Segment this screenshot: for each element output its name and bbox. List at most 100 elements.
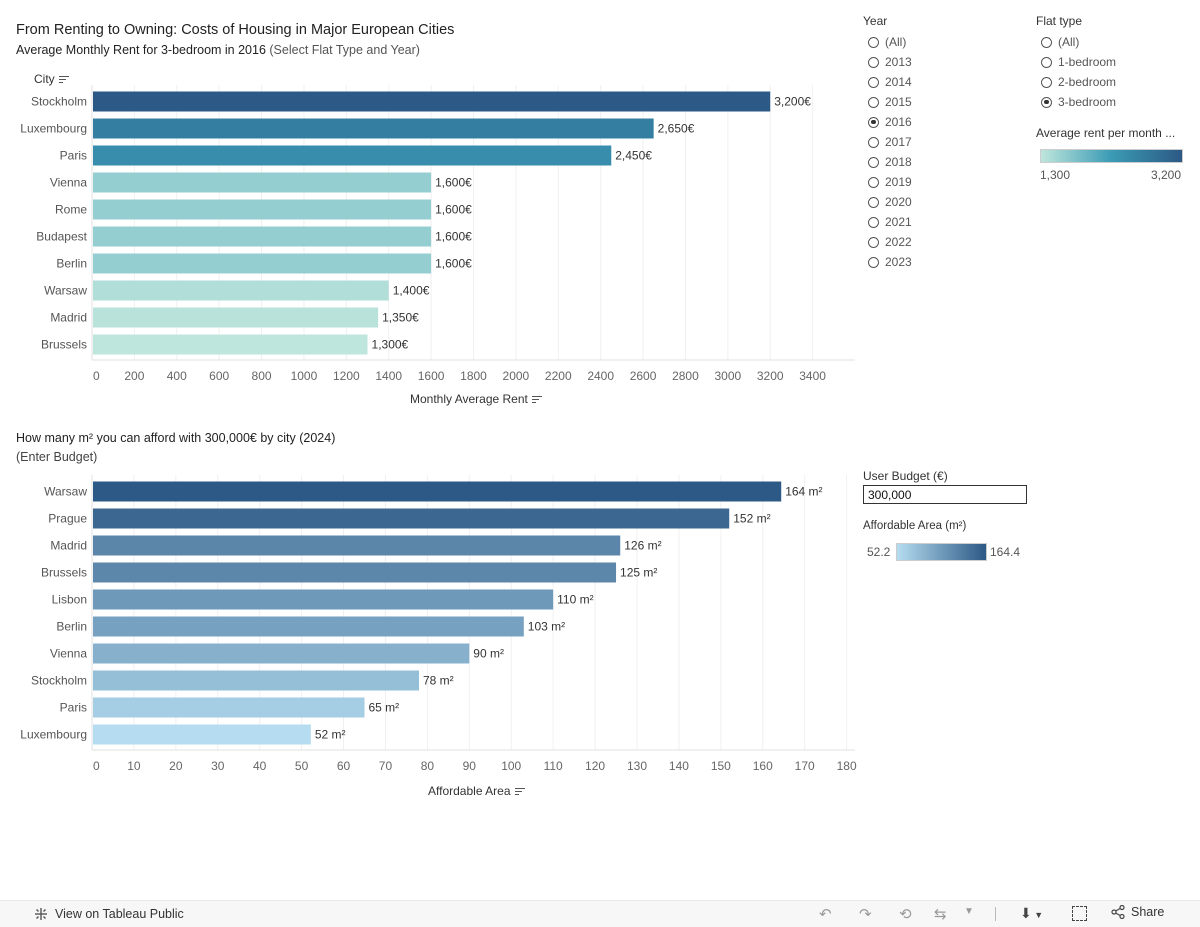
category-label: Rome bbox=[55, 203, 87, 217]
year-option-label: 2013 bbox=[885, 55, 912, 69]
share-button[interactable]: Share bbox=[1111, 905, 1164, 919]
radio-button-icon[interactable] bbox=[868, 36, 879, 48]
bar-luxembourg[interactable] bbox=[93, 724, 311, 745]
bar-warsaw[interactable] bbox=[93, 280, 389, 301]
bar-paris[interactable] bbox=[93, 697, 365, 718]
category-label: Luxembourg bbox=[20, 122, 87, 136]
x-tick-label: 70 bbox=[379, 759, 393, 773]
radio-button-icon[interactable] bbox=[868, 156, 879, 168]
rent-x-axis-title[interactable]: Monthly Average Rent bbox=[410, 392, 542, 406]
year-option[interactable]: 2022 bbox=[868, 232, 912, 252]
year-option[interactable]: 2015 bbox=[868, 92, 912, 112]
radio-button-icon[interactable] bbox=[868, 56, 879, 68]
category-label: Madrid bbox=[50, 539, 87, 553]
bar-rome[interactable] bbox=[93, 199, 432, 220]
revert-icon[interactable]: ⟲ bbox=[899, 906, 912, 923]
bar-prague[interactable] bbox=[93, 508, 730, 529]
year-option[interactable]: 2017 bbox=[868, 132, 912, 152]
bar-vienna[interactable] bbox=[93, 643, 470, 664]
radio-button-icon[interactable] bbox=[868, 256, 879, 268]
undo-icon[interactable]: ↶ bbox=[819, 906, 832, 923]
radio-button-icon[interactable] bbox=[1041, 76, 1052, 88]
area-x-axis-title[interactable]: Affordable Area bbox=[428, 784, 525, 798]
radio-button-icon[interactable] bbox=[868, 96, 879, 108]
radio-button-icon[interactable] bbox=[868, 116, 879, 128]
value-label: 2,450€ bbox=[615, 149, 652, 163]
bar-lisbon[interactable] bbox=[93, 589, 554, 610]
flat-type-option-label: 1-bedroom bbox=[1058, 55, 1117, 69]
x-tick-label: 30 bbox=[211, 759, 225, 773]
radio-button-icon[interactable] bbox=[868, 216, 879, 228]
radio-button-icon[interactable] bbox=[868, 76, 879, 88]
category-label: Prague bbox=[48, 512, 87, 526]
year-option[interactable]: 2021 bbox=[868, 212, 912, 232]
value-label: 2,650€ bbox=[658, 122, 695, 136]
x-tick-label: 170 bbox=[795, 759, 815, 773]
rent-subtitle-main: Average Monthly Rent for 3-bedroom in 20… bbox=[16, 43, 270, 57]
bar-madrid[interactable] bbox=[93, 535, 621, 556]
redo-icon[interactable]: ↷ bbox=[859, 906, 872, 923]
value-label: 126 m² bbox=[624, 539, 661, 553]
year-options: (All) 2013 2014 2015 2016 2017 2018 2019 2020 202… bbox=[868, 32, 912, 272]
year-option[interactable]: 2013 bbox=[868, 52, 912, 72]
budget-input[interactable] bbox=[863, 485, 1027, 504]
x-tick-label: 1000 bbox=[291, 369, 318, 383]
sort-icon[interactable] bbox=[58, 75, 69, 84]
fullscreen-icon[interactable] bbox=[1072, 906, 1087, 921]
chevron-down-icon[interactable]: ▼ bbox=[964, 906, 974, 917]
year-option[interactable]: 2016 bbox=[868, 112, 912, 132]
flat-type-option[interactable]: 1-bedroom bbox=[1041, 52, 1116, 72]
city-row-header[interactable]: City bbox=[34, 72, 69, 86]
year-option[interactable]: 2023 bbox=[868, 252, 912, 272]
bar-berlin[interactable] bbox=[93, 616, 524, 637]
sort-icon[interactable] bbox=[514, 787, 525, 796]
year-option[interactable]: (All) bbox=[868, 32, 912, 52]
value-label: 1,400€ bbox=[393, 284, 430, 298]
bar-paris[interactable] bbox=[93, 145, 612, 166]
bar-madrid[interactable] bbox=[93, 307, 379, 328]
view-on-tableau-label: View on Tableau Public bbox=[55, 907, 184, 921]
bar-brussels[interactable] bbox=[93, 334, 368, 355]
year-option-label: (All) bbox=[885, 35, 907, 49]
bar-luxembourg[interactable] bbox=[93, 118, 654, 139]
x-tick-label: 3400 bbox=[799, 369, 826, 383]
rent-legend-min: 1,300 bbox=[1040, 168, 1071, 182]
radio-button-icon[interactable] bbox=[1041, 56, 1052, 68]
radio-button-icon[interactable] bbox=[868, 196, 879, 208]
category-label: Paris bbox=[60, 149, 87, 163]
category-label: Paris bbox=[60, 701, 87, 715]
category-label: Vienna bbox=[50, 176, 87, 190]
download-icon[interactable]: ⬇ ▼ bbox=[1020, 905, 1044, 921]
year-option[interactable]: 2014 bbox=[868, 72, 912, 92]
x-tick-label: 120 bbox=[585, 759, 605, 773]
sort-icon[interactable] bbox=[531, 395, 542, 404]
bar-warsaw[interactable] bbox=[93, 481, 782, 502]
value-label: 164 m² bbox=[785, 485, 822, 499]
bar-berlin[interactable] bbox=[93, 253, 432, 274]
year-option[interactable]: 2018 bbox=[868, 152, 912, 172]
bar-stockholm[interactable] bbox=[93, 91, 771, 112]
radio-button-icon[interactable] bbox=[1041, 36, 1052, 48]
flat-type-option[interactable]: 2-bedroom bbox=[1041, 72, 1116, 92]
bar-stockholm[interactable] bbox=[93, 670, 419, 691]
bar-brussels[interactable] bbox=[93, 562, 617, 583]
radio-button-icon[interactable] bbox=[868, 136, 879, 148]
year-option-label: 2014 bbox=[885, 75, 912, 89]
x-tick-label: 140 bbox=[669, 759, 689, 773]
year-option[interactable]: 2019 bbox=[868, 172, 912, 192]
x-tick-label: 50 bbox=[295, 759, 309, 773]
refresh-icon[interactable]: ⇆ bbox=[934, 906, 947, 923]
flat-type-option[interactable]: 3-bedroom bbox=[1041, 92, 1116, 112]
bar-budapest[interactable] bbox=[93, 226, 432, 247]
radio-button-icon[interactable] bbox=[868, 176, 879, 188]
flat-type-option-label: 2-bedroom bbox=[1058, 75, 1117, 89]
radio-button-icon[interactable] bbox=[868, 236, 879, 248]
radio-button-icon[interactable] bbox=[1041, 96, 1052, 108]
bar-vienna[interactable] bbox=[93, 172, 432, 193]
year-option[interactable]: 2020 bbox=[868, 192, 912, 212]
area-color-legend-bar bbox=[896, 543, 987, 561]
year-option-label: 2018 bbox=[885, 155, 912, 169]
flat-type-option[interactable]: (All) bbox=[1041, 32, 1116, 52]
year-option-label: 2022 bbox=[885, 235, 912, 249]
view-on-tableau-link[interactable]: View on Tableau Public bbox=[33, 906, 184, 922]
